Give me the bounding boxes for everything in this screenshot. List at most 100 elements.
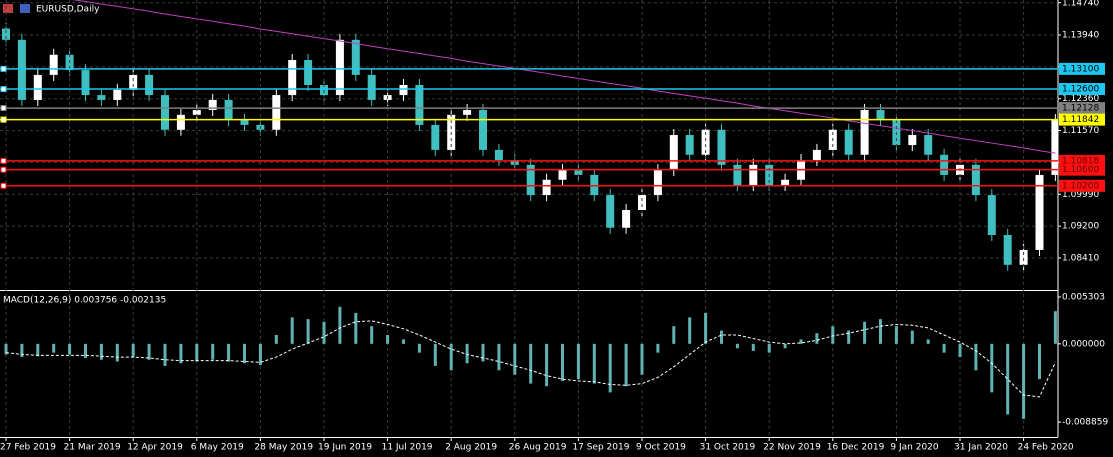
x-tick-label: 31 Jan 2020 (954, 443, 1008, 453)
candle-body (304, 60, 313, 85)
histogram-bar (720, 330, 723, 344)
level-label-bg (1059, 102, 1105, 115)
level-label-bg (1059, 113, 1105, 126)
histogram-bar (370, 326, 374, 344)
symbol-icon (3, 4, 13, 13)
candle-body (590, 174, 599, 196)
x-tick-label: 6 May 2019 (191, 443, 244, 453)
y-tick-label: -0.008859 (1062, 418, 1108, 428)
histogram-bar (1022, 343, 1026, 419)
candle-body (1019, 249, 1028, 265)
indicator-title: MACD(12,26,9) 0.003756 -0.002135 (3, 296, 166, 306)
candle-body (812, 149, 821, 160)
candle-body (844, 129, 853, 155)
histogram-bar (783, 343, 787, 349)
candle-body (733, 164, 742, 185)
histogram-bar (926, 339, 930, 344)
x-tick-label: 9 Oct 2019 (636, 443, 686, 453)
histogram-bar (990, 343, 994, 393)
moving-average (72, 0, 1056, 154)
candle-body (653, 170, 662, 196)
x-tick-label: 28 May 2019 (254, 443, 313, 453)
histogram-bar (274, 335, 278, 344)
histogram-bar (163, 343, 167, 366)
histogram-bar (179, 343, 183, 364)
histogram-bar (417, 343, 421, 353)
x-tick-label: 16 Dec 2019 (827, 443, 885, 453)
candle-body (987, 195, 996, 235)
candle-body (176, 114, 185, 130)
histogram-bar (465, 343, 469, 364)
histogram-bar (751, 343, 755, 351)
level-handle (0, 182, 7, 189)
candle-body (1003, 235, 1012, 265)
y-tick-label: 0.000000 (1062, 339, 1105, 349)
y-tick-label: 1.12360 (1062, 94, 1099, 104)
histogram-bar (1038, 343, 1041, 380)
histogram-bar (974, 343, 978, 371)
y-tick-label: 1.08410 (1062, 253, 1099, 263)
candle-body (940, 154, 949, 175)
histogram-bar (243, 343, 246, 364)
candle-body (1035, 174, 1044, 250)
level-handle (0, 65, 7, 72)
level-handle (0, 157, 7, 164)
candle-body (33, 74, 42, 100)
histogram-bar (624, 343, 628, 387)
histogram-bar (84, 343, 87, 358)
candle-body (749, 164, 758, 185)
histogram-bar (608, 343, 612, 393)
histogram-bar (863, 321, 867, 344)
histogram-bar (672, 326, 676, 344)
y-tick-label: 1.14740 (1062, 0, 1099, 8)
level-label: 1.10818 (1062, 156, 1099, 166)
histogram-bar (4, 343, 8, 355)
level-handle (0, 166, 7, 173)
y-tick-label: 0.005303 (1062, 293, 1105, 303)
candle-body (97, 95, 106, 100)
y-tick-label: 1.11570 (1062, 126, 1099, 136)
histogram-bar (704, 312, 708, 344)
candle-body (908, 135, 917, 146)
histogram-bar (815, 333, 819, 344)
histogram-bar (290, 317, 294, 344)
candle-body (288, 60, 297, 96)
candle-body (606, 195, 615, 228)
y-tick-label: 1.09990 (1062, 190, 1099, 200)
histogram-bar (147, 343, 151, 360)
histogram-bar (52, 343, 56, 353)
level-label: 1.13100 (1062, 64, 1099, 74)
level-label-bg (1059, 62, 1105, 75)
histogram-bar (195, 343, 199, 362)
histogram-bar (322, 321, 326, 344)
candle-body (685, 135, 694, 155)
candle-body (81, 70, 90, 96)
y-tick-label: 1.09200 (1062, 222, 1099, 232)
x-tick-label: 24 Feb 2020 (1018, 443, 1074, 453)
level-label-bg (1059, 83, 1105, 96)
histogram-bar (640, 343, 644, 375)
histogram-bar (1006, 343, 1010, 415)
histogram-bar (131, 343, 135, 358)
x-tick-label: 22 Nov 2019 (763, 443, 821, 453)
histogram-bar (942, 343, 946, 353)
histogram-bar (688, 317, 692, 344)
candle-body (208, 99, 217, 110)
x-tick-label: 26 Aug 2019 (509, 443, 567, 453)
level-label: 1.12128 (1062, 104, 1099, 114)
histogram-bar (481, 343, 485, 362)
symbol-icon (20, 4, 30, 13)
histogram-bar (847, 330, 851, 344)
candle-body (1051, 120, 1058, 175)
candle-body (669, 135, 678, 171)
histogram-bar (68, 343, 72, 355)
x-tick-label: 9 Jan 2020 (890, 443, 938, 453)
candle-body (161, 95, 169, 130)
candle-body (17, 39, 26, 100)
histogram-bar (545, 343, 549, 387)
level-handle (0, 86, 7, 93)
histogram-bar (402, 339, 405, 344)
chart-title: EURUSD,Daily (36, 5, 100, 15)
